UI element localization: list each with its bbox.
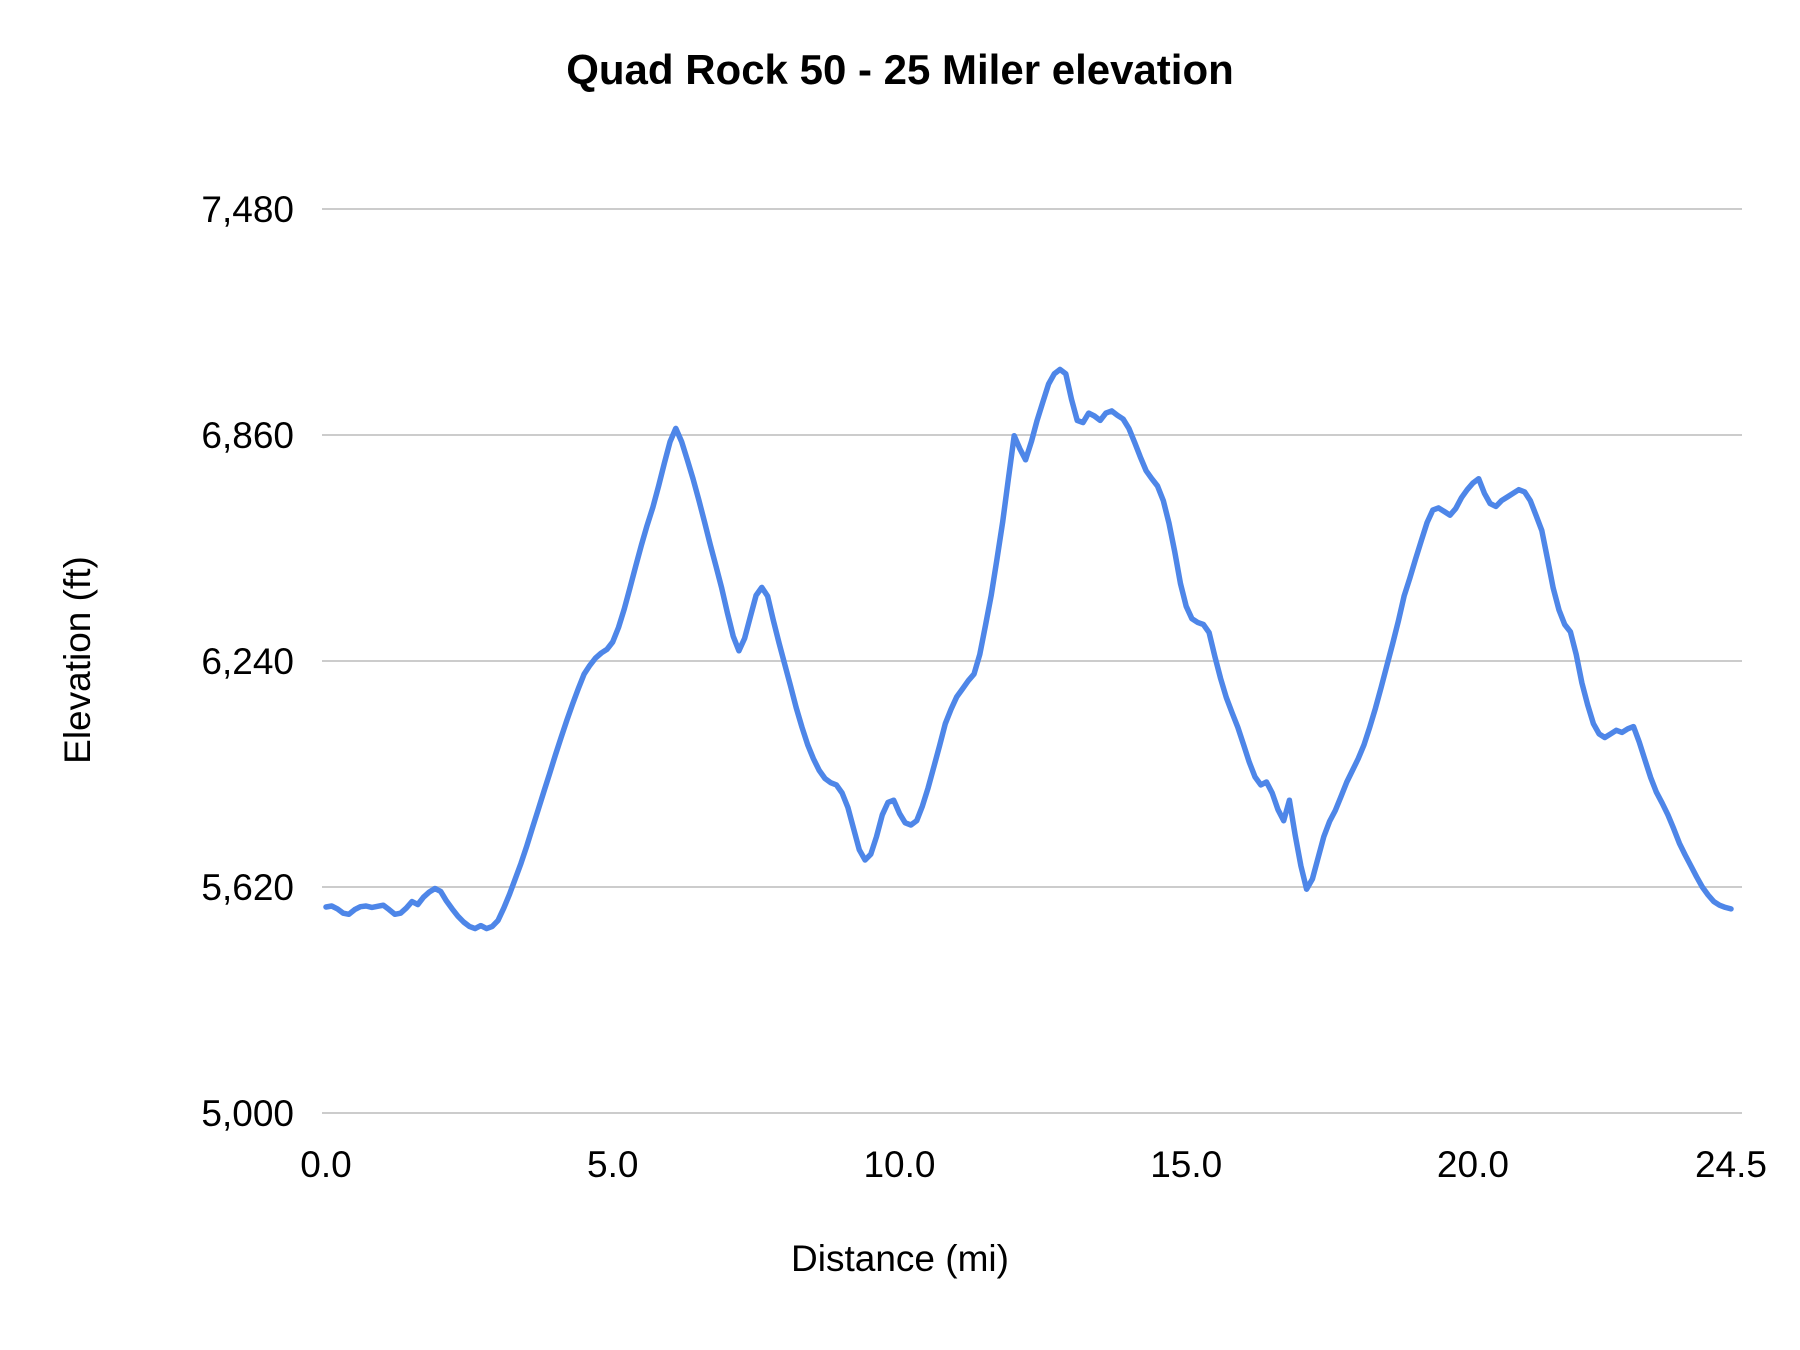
x-tick-label: 24.5 — [1695, 1144, 1767, 1185]
y-tick-label: 7,480 — [201, 189, 294, 230]
x-tick-label: 15.0 — [1150, 1144, 1222, 1185]
x-tick-label: 5.0 — [587, 1144, 638, 1185]
y-tick-label: 6,240 — [201, 641, 294, 682]
elevation-line — [323, 366, 1734, 932]
x-tick-label: 10.0 — [863, 1144, 935, 1185]
x-tick-label: 0.0 — [300, 1144, 351, 1185]
chart-title: Quad Rock 50 - 25 Miler elevation — [566, 46, 1234, 93]
x-axis-title: Distance (mi) — [791, 1238, 1009, 1279]
y-tick-label: 5,000 — [201, 1093, 294, 1134]
x-tick-label: 20.0 — [1437, 1144, 1509, 1185]
y-tick-label: 6,860 — [201, 415, 294, 456]
y-tick-label: 5,620 — [201, 867, 294, 908]
